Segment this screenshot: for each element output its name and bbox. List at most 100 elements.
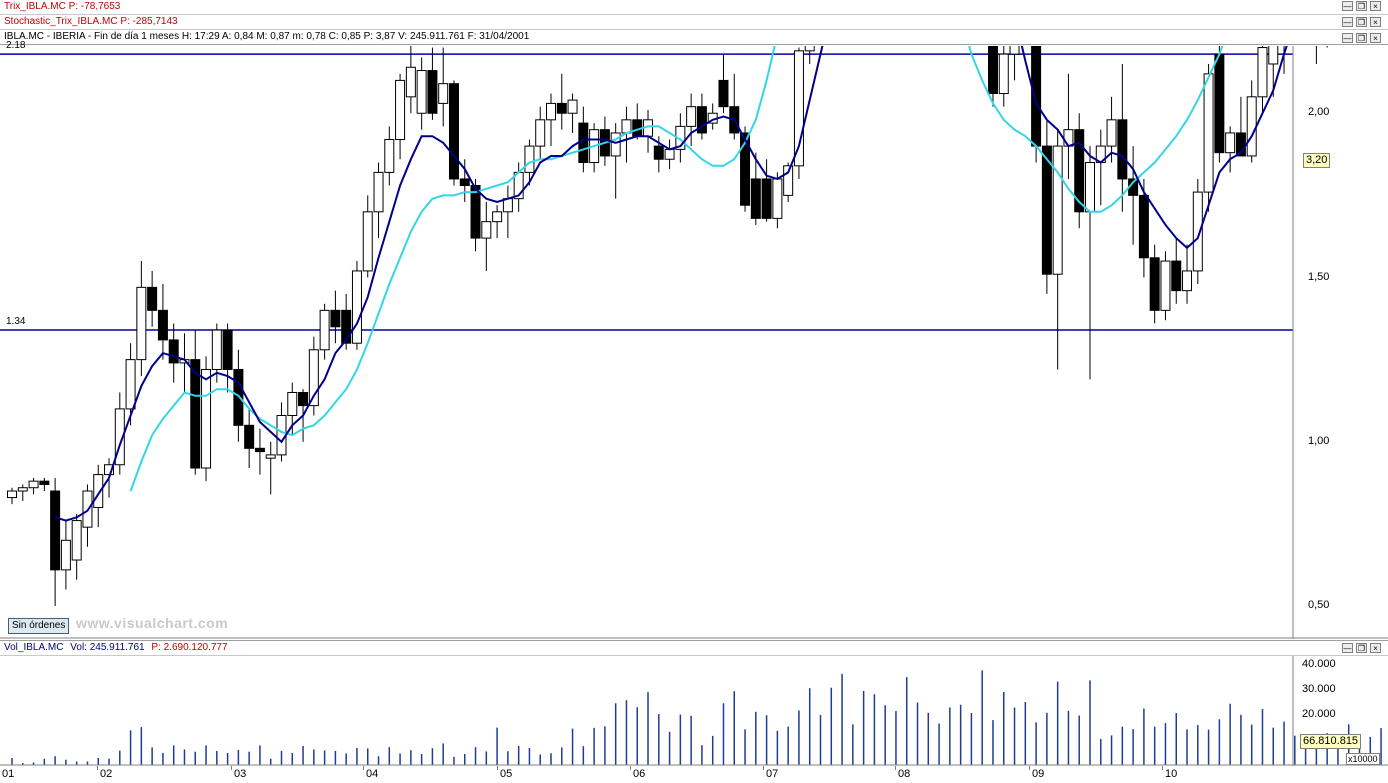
- candle-body: [373, 171, 384, 213]
- candle-body: [1171, 260, 1182, 292]
- y-tick-label: 1,50: [1308, 270, 1330, 283]
- x-tick-mark: [1162, 766, 1163, 770]
- volume-y-tick-label: 20.000: [1302, 707, 1336, 720]
- candle-body: [1149, 257, 1160, 311]
- candle-body: [319, 309, 330, 351]
- candle-body: [50, 490, 61, 571]
- x-tick-label: 03: [234, 768, 247, 780]
- candle-body: [1074, 129, 1085, 213]
- candle-body: [621, 119, 632, 134]
- candle-body: [696, 106, 707, 134]
- candle-body: [1225, 132, 1236, 154]
- x-tick-mark: [363, 766, 364, 770]
- trix-label: Trix_IBLA.MC P: -78,7653: [4, 1, 121, 12]
- candle-body: [395, 79, 406, 141]
- price-chart[interactable]: [0, 46, 1388, 639]
- last-price-label: 3,20: [1303, 153, 1331, 168]
- x-tick-label: 04: [366, 768, 379, 780]
- y-tick-label: 1,00: [1308, 434, 1330, 447]
- slow-moving-average-line: [129, 46, 1224, 492]
- candle-body: [610, 132, 621, 157]
- candle-body: [93, 474, 104, 508]
- instrument-info-label: IBLA.MC - IBERIA - Fin de día 1 meses H:…: [4, 31, 530, 42]
- candle-body: [470, 185, 481, 239]
- x-tick-label: 05: [500, 768, 513, 780]
- candle-body: [201, 368, 212, 469]
- x-tick-mark: [630, 766, 631, 770]
- candle-body: [104, 464, 115, 476]
- volume-y-tick-label: 30.000: [1302, 682, 1336, 695]
- candle-body: [459, 178, 470, 187]
- volume-close-button[interactable]: ×: [1370, 643, 1381, 653]
- candle-body: [546, 102, 556, 121]
- volume-y-tick-label: 40.000: [1302, 657, 1336, 670]
- candle-body: [60, 539, 71, 571]
- fast-moving-average-line: [54, 46, 1288, 522]
- sin-ordenes-button[interactable]: Sin órdenes: [8, 618, 70, 634]
- trix-restore-button[interactable]: ❐: [1356, 1, 1367, 11]
- volume-multiplier-label: x10000: [1346, 753, 1380, 765]
- candle-body: [168, 339, 179, 364]
- candle-body: [578, 122, 589, 164]
- x-tick-label: 02: [100, 768, 113, 780]
- x-tick-mark: [895, 766, 896, 770]
- candle-body: [351, 270, 362, 344]
- x-tick-label: 01: [2, 768, 15, 780]
- candle-body: [1041, 145, 1052, 275]
- last-volume-label: 66.810.815: [1300, 734, 1362, 749]
- stochastic-restore-button[interactable]: ❐: [1356, 17, 1367, 27]
- candle-body: [114, 408, 125, 466]
- candle-body: [384, 139, 395, 173]
- candle-body: [1192, 191, 1203, 272]
- candle-body: [987, 46, 998, 95]
- candle-body: [686, 106, 697, 127]
- x-tick-mark: [231, 766, 232, 770]
- candle-body: [28, 480, 39, 489]
- candle-body: [1268, 46, 1279, 65]
- trix-indicator-row: Trix_IBLA.MC P: -78,7653: [0, 0, 1388, 15]
- candle-body: [244, 424, 255, 449]
- main-minimize-button[interactable]: —: [1342, 33, 1353, 43]
- candle-body: [157, 309, 168, 341]
- candle-body: [1031, 46, 1042, 147]
- stochastic-minimize-button[interactable]: —: [1342, 17, 1353, 27]
- candle-body: [427, 70, 438, 114]
- candle-body: [772, 178, 783, 219]
- candle-body: [1160, 260, 1171, 311]
- candle-body: [783, 165, 794, 196]
- candle-body: [664, 148, 675, 160]
- candle-body: [556, 102, 567, 114]
- x-tick-label: 08: [898, 768, 911, 780]
- candle-body: [265, 454, 276, 459]
- trix-minimize-button[interactable]: —: [1342, 1, 1353, 11]
- candle-body: [362, 211, 373, 272]
- instrument-info-row: IBLA.MC - IBERIA - Fin de día 1 meses H:…: [0, 30, 1388, 45]
- volume-vol-label: Vol: 245.911.761: [70, 642, 145, 653]
- candle-body: [190, 359, 201, 469]
- main-restore-button[interactable]: ❐: [1356, 33, 1367, 43]
- candle-body: [1138, 194, 1149, 259]
- candle-body: [535, 119, 546, 147]
- candle-body: [481, 221, 492, 239]
- candle-body: [1203, 73, 1214, 193]
- volume-restore-button[interactable]: ❐: [1356, 643, 1367, 653]
- stochastic-close-button[interactable]: ×: [1370, 17, 1381, 27]
- candle-body: [804, 46, 815, 52]
- candle-body: [1063, 129, 1074, 147]
- candle-body: [653, 145, 664, 160]
- candle-body: [740, 132, 751, 206]
- candle-body: [1052, 145, 1063, 275]
- candle-body: [1246, 96, 1257, 157]
- candle-body: [492, 211, 503, 223]
- candle-body: [416, 70, 427, 114]
- candle-body: [233, 368, 244, 426]
- candle-body: [1182, 270, 1193, 292]
- candle-body: [1117, 119, 1128, 180]
- x-tick-label: 09: [1032, 768, 1045, 780]
- volume-chart[interactable]: [0, 656, 1388, 766]
- reference-line-label: 1.34: [6, 316, 26, 328]
- candle-body: [793, 50, 804, 167]
- trix-close-button[interactable]: ×: [1370, 1, 1381, 11]
- main-close-button[interactable]: ×: [1370, 33, 1381, 43]
- volume-minimize-button[interactable]: —: [1342, 643, 1353, 653]
